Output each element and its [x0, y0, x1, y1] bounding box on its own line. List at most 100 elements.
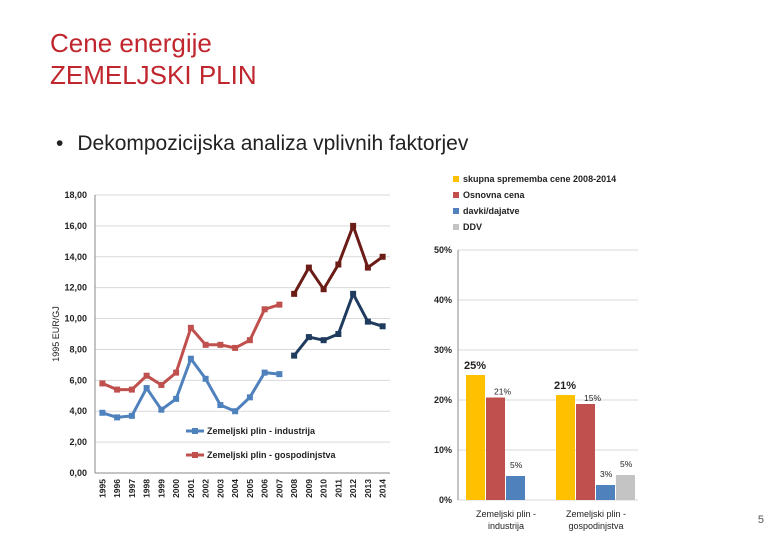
data-label: 3%	[600, 469, 613, 479]
data-point	[114, 386, 121, 393]
data-point	[187, 324, 194, 331]
x-tick-label: 2004	[230, 479, 240, 498]
bullet-item: • Dekompozicijska analiza vplivnih faktor…	[56, 132, 468, 156]
y-tick-label: 6,00	[69, 375, 87, 385]
bar	[616, 475, 635, 500]
bar	[556, 395, 575, 500]
legend-marker	[192, 428, 198, 434]
x-tick-label: 2000	[171, 479, 181, 498]
data-point	[350, 290, 357, 297]
x-tick-label: 1999	[156, 479, 166, 498]
x-tick-label: 1995	[97, 479, 107, 498]
bullet-dot-icon: •	[56, 132, 64, 155]
y-tick-label: 0,00	[69, 468, 87, 478]
data-point	[128, 386, 135, 393]
y-tick-label: 2,00	[69, 437, 87, 447]
data-point	[276, 301, 283, 308]
x-tick-label: 1997	[127, 479, 137, 498]
bar	[596, 485, 615, 500]
x-category-label: Zemeljski plin -	[476, 509, 536, 519]
data-point	[335, 331, 342, 337]
data-point	[202, 341, 209, 348]
x-tick-label: 2009	[304, 479, 314, 498]
x-category-label: industrija	[488, 521, 524, 531]
y-tick-label: 40%	[434, 295, 452, 305]
data-point	[246, 337, 253, 344]
x-tick-label: 2010	[319, 479, 329, 498]
x-tick-label: 2003	[215, 479, 225, 498]
data-point	[320, 286, 327, 293]
x-tick-label: 1998	[142, 479, 152, 498]
data-point	[232, 408, 239, 415]
x-category-label: gospodinjstva	[568, 521, 623, 531]
legend-label: Osnovna cena	[463, 190, 526, 200]
data-point	[187, 355, 194, 362]
x-tick-label: 2006	[260, 479, 270, 498]
data-point	[320, 337, 327, 344]
data-point	[143, 372, 150, 379]
legend-marker	[192, 452, 198, 458]
y-axis-label: 1995 EUR/GJ	[51, 306, 61, 362]
bar	[466, 375, 485, 500]
y-tick-label: 0%	[439, 495, 452, 505]
data-point	[99, 380, 106, 387]
data-label: 5%	[620, 459, 633, 469]
data-label: 21%	[554, 380, 576, 392]
data-label: 5%	[510, 460, 523, 470]
bar	[486, 397, 505, 500]
y-tick-label: 30%	[434, 345, 452, 355]
y-tick-label: 10%	[434, 445, 452, 455]
legend-swatch	[453, 176, 459, 182]
data-point	[158, 381, 165, 388]
data-point	[364, 264, 371, 271]
data-point	[335, 261, 342, 268]
data-label: 25%	[464, 360, 486, 372]
data-point	[350, 222, 357, 229]
y-tick-label: 16,00	[64, 221, 87, 231]
data-point	[305, 264, 312, 271]
data-label: 21%	[494, 387, 511, 397]
x-tick-label: 2001	[186, 479, 196, 498]
y-tick-label: 10,00	[64, 314, 87, 324]
data-point	[217, 402, 224, 409]
data-point	[217, 341, 224, 348]
data-point	[261, 306, 268, 313]
legend-label: davki/dajatve	[463, 206, 520, 216]
x-tick-label: 2007	[274, 479, 284, 498]
data-point	[99, 409, 106, 416]
data-point	[232, 344, 239, 351]
data-point	[173, 395, 180, 402]
y-tick-label: 14,00	[64, 252, 87, 262]
data-point	[114, 414, 121, 421]
bar	[506, 476, 525, 500]
x-category-label: Zemeljski plin -	[566, 509, 626, 519]
y-tick-label: 4,00	[69, 406, 87, 416]
data-point	[305, 334, 312, 341]
data-point	[379, 253, 386, 260]
data-point	[291, 290, 298, 297]
slide-title-line2: ZEMELJSKI PLIN	[50, 60, 257, 90]
x-tick-label: 2014	[378, 479, 388, 498]
data-point	[291, 352, 298, 359]
data-point	[276, 371, 283, 378]
x-tick-label: 2002	[201, 479, 211, 498]
x-tick-label: 2013	[363, 479, 373, 498]
data-label: 15%	[584, 393, 601, 403]
y-tick-label: 8,00	[69, 344, 87, 354]
data-point	[202, 375, 209, 382]
data-point	[158, 406, 165, 413]
x-tick-label: 2011	[333, 479, 343, 498]
legend-swatch	[453, 192, 459, 198]
x-tick-label: 2005	[245, 479, 255, 498]
bar	[576, 404, 595, 500]
x-tick-label: 2012	[348, 479, 358, 498]
y-tick-label: 20%	[434, 395, 452, 405]
legend-swatch	[453, 208, 459, 214]
data-point	[173, 369, 180, 376]
data-point	[379, 323, 386, 330]
y-tick-label: 12,00	[64, 283, 87, 293]
page-number: 5	[757, 514, 764, 526]
data-point	[261, 369, 268, 376]
